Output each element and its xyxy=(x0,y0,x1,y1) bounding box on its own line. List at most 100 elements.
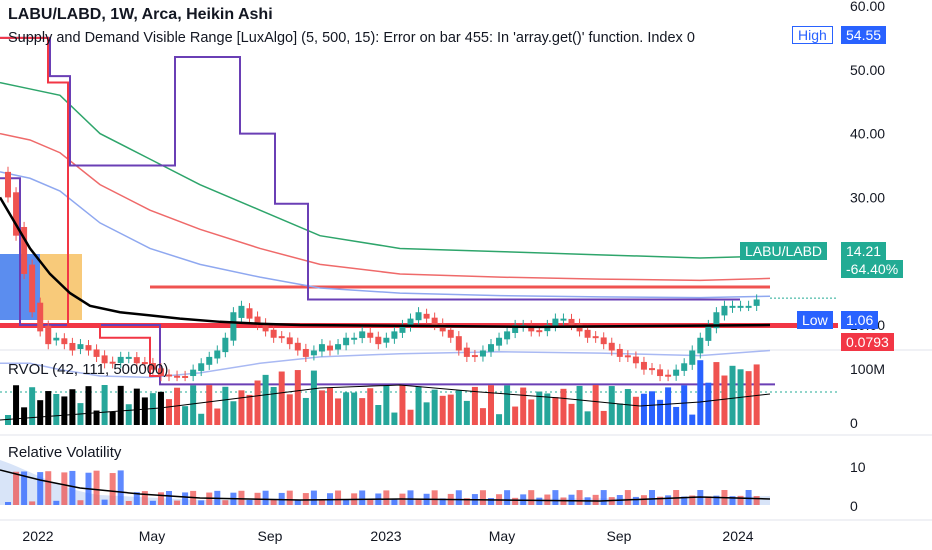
rvol-bar xyxy=(632,396,639,425)
rvol-bar xyxy=(721,375,728,425)
rvol-bar xyxy=(616,403,623,425)
candle-body xyxy=(174,375,181,378)
rvol-bar xyxy=(608,386,615,425)
volatility-bar xyxy=(528,490,535,505)
rvol-bar xyxy=(294,370,301,425)
volatility-bar xyxy=(77,500,84,505)
supply-zone xyxy=(40,254,82,320)
candle-body xyxy=(383,337,390,343)
volatility-bar xyxy=(69,470,76,505)
rvol-bar xyxy=(399,385,406,425)
candle-body xyxy=(608,342,615,351)
candle-body xyxy=(471,355,478,358)
volatility-bar xyxy=(37,472,44,505)
candle-body xyxy=(447,329,454,338)
rvol-bar xyxy=(640,393,647,425)
candle-body xyxy=(318,344,325,352)
volatility-bar xyxy=(53,500,60,505)
volatility-bar xyxy=(488,498,494,505)
rvol-bar xyxy=(278,371,285,425)
volatility-bar xyxy=(479,490,486,505)
rvol-bar xyxy=(21,407,28,425)
candle-body xyxy=(455,336,462,351)
volatility-bar xyxy=(753,496,760,505)
rvol-bar xyxy=(479,408,486,425)
candle-body xyxy=(85,345,92,351)
volatility-bar xyxy=(568,494,575,505)
volatility-bar xyxy=(439,498,446,505)
rvol-bar xyxy=(69,389,76,425)
candle-body xyxy=(689,350,696,365)
rvol-bar xyxy=(488,385,494,425)
candle-body xyxy=(230,312,237,341)
rvol-tick-label: 0 xyxy=(850,415,858,431)
rvol-bar xyxy=(53,394,60,425)
candle-body xyxy=(423,313,430,319)
candle-body xyxy=(37,302,44,332)
high-value: 54.55 xyxy=(841,26,887,44)
candle-body xyxy=(375,336,382,345)
rvol-bar xyxy=(270,386,277,425)
rvol-bar xyxy=(198,413,205,425)
candle-body xyxy=(343,337,350,346)
rvol-bar xyxy=(286,394,293,425)
rvol-bar xyxy=(125,404,132,425)
volatility-bar xyxy=(310,490,317,505)
candle-body xyxy=(463,347,470,357)
rvol-bar xyxy=(29,387,36,425)
rvol-bar xyxy=(463,400,470,425)
high-label: High xyxy=(792,26,833,44)
candle-body xyxy=(166,374,172,377)
volatility-tick-label: 0 xyxy=(850,498,858,514)
volatility-bar xyxy=(29,501,36,505)
candle-body xyxy=(488,344,494,352)
candle-body xyxy=(512,325,519,333)
rvol-bar xyxy=(689,414,696,425)
volatility-bar xyxy=(657,496,664,505)
volatility-bar xyxy=(649,490,655,505)
time-axis-label: May xyxy=(139,528,165,544)
candle-body xyxy=(117,356,124,363)
volatility-bar xyxy=(133,492,140,505)
volatility-bar xyxy=(383,490,390,505)
rvol-bar xyxy=(230,401,237,425)
time-axis-label: 2022 xyxy=(22,528,53,544)
candle-body xyxy=(246,308,253,319)
candle-body xyxy=(729,305,736,308)
candle-body xyxy=(310,350,317,356)
rvol-bar xyxy=(214,408,221,425)
volatility-bar xyxy=(101,499,108,505)
candle-body xyxy=(431,317,438,325)
price-tick-label: 40.00 xyxy=(850,126,885,142)
rvol-bar xyxy=(624,389,631,425)
volatility-bar xyxy=(45,471,52,505)
volatility-bar xyxy=(125,500,132,505)
rvol-bar xyxy=(5,415,11,425)
rvol-bar xyxy=(157,391,164,425)
time-axis-label: 2023 xyxy=(370,528,401,544)
candle-body xyxy=(616,348,623,357)
rvol-tick-label: 100M xyxy=(850,361,885,377)
rvol-bar xyxy=(568,403,575,425)
rvol-bar xyxy=(133,388,140,425)
volatility-bar xyxy=(5,502,11,505)
rvol-bar xyxy=(383,385,390,425)
candle-body xyxy=(53,337,60,341)
candle-body xyxy=(600,337,607,345)
candle-body xyxy=(29,264,36,313)
rvol-bar xyxy=(536,391,543,425)
rvol-bar xyxy=(504,385,511,425)
rvol-bar xyxy=(246,394,253,425)
volatility-bar xyxy=(149,500,156,505)
rvol-bar xyxy=(584,411,591,425)
candle-body xyxy=(21,227,28,274)
candle-body xyxy=(45,325,52,345)
candle-body xyxy=(13,192,20,236)
volatility-bar xyxy=(270,499,277,505)
candle-body xyxy=(504,331,511,340)
rvol-bar xyxy=(520,387,527,425)
rvol-bar xyxy=(649,391,655,425)
candle-body xyxy=(721,305,728,316)
candle-body xyxy=(206,356,213,365)
